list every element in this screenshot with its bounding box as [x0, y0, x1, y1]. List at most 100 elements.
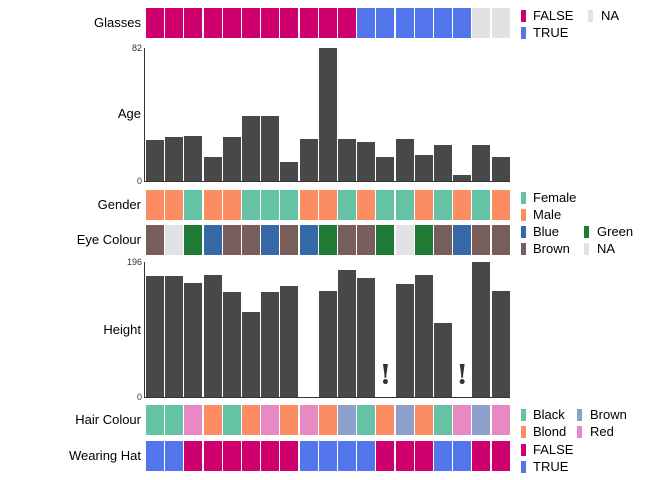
wearing-hat-tile [165, 441, 184, 471]
row-label-height: Height [103, 322, 141, 337]
gender-tile [165, 190, 184, 220]
eye-colour-tile [472, 225, 491, 255]
hair-colour-tile [453, 405, 472, 435]
eye-colour-tile [453, 225, 472, 255]
wearing-hat-tile [261, 441, 280, 471]
eye-colour-legend-swatch [521, 243, 526, 255]
height-bar [242, 312, 260, 397]
hair-colour-legend-swatch [521, 409, 526, 421]
wearing-hat-tile [472, 441, 491, 471]
glasses-tile [376, 8, 395, 38]
eye-colour-legend-label: NA [597, 241, 616, 256]
hair-colour-tile [146, 405, 164, 435]
eye-colour-tile [318, 225, 337, 255]
row-label-age: Age [117, 106, 141, 121]
age-bar [318, 48, 337, 181]
eye-colour-legend-label: Green [597, 224, 634, 239]
glasses-tile [184, 8, 203, 38]
age-bar [414, 155, 433, 181]
hair-colour-tile [261, 405, 280, 435]
wearing-hat-legend-label: TRUE [533, 459, 569, 474]
wearing-hat-tile [414, 441, 433, 471]
age-bar [146, 140, 164, 181]
gender-tile [222, 190, 241, 220]
gender-tile [280, 190, 299, 220]
hair-colour-tile [318, 405, 337, 435]
hair-colour-legend-swatch [577, 409, 582, 421]
gender-legend-label: Male [533, 207, 562, 222]
age-y-axis [144, 48, 145, 182]
height-bar [146, 275, 164, 397]
glasses-tile [261, 8, 280, 38]
gender-tile [242, 190, 260, 220]
row-label-eye-colour: Eye Colour [76, 232, 141, 247]
height-bar [280, 286, 299, 397]
hair-colour-tile [395, 405, 414, 435]
hair-colour-tile [184, 405, 203, 435]
hair-colour-legend-swatch [521, 426, 526, 438]
eye-colour-tile [280, 225, 299, 255]
height-y-axis [144, 262, 145, 398]
wearing-hat-legend-swatch [521, 461, 526, 473]
wearing-hat-tile [222, 441, 241, 471]
age-bar [338, 138, 356, 181]
glasses-tile [222, 8, 241, 38]
wearing-hat-tile [357, 441, 376, 471]
hair-colour-tile [280, 405, 299, 435]
height-bar [184, 283, 203, 397]
height-bar [395, 284, 414, 397]
wearing-hat-legend-label: FALSE [533, 442, 574, 457]
hair-colour-tile [165, 405, 184, 435]
hair-colour-tile [376, 405, 395, 435]
age-bar [203, 156, 222, 181]
eye-colour-tile [376, 225, 395, 255]
row-label-glasses: Glasses [94, 15, 141, 30]
wearing-hat-tile [203, 441, 222, 471]
row-label-gender: Gender [97, 197, 141, 212]
hair-colour-legend-label: Blond [533, 424, 567, 439]
height-x-axis [144, 397, 510, 398]
glasses-tile [338, 8, 356, 38]
age-x-axis [144, 181, 510, 182]
wearing-hat-tile [318, 441, 337, 471]
age-ytick-min: 0 [136, 176, 142, 186]
gender-legend-label: Female [533, 190, 577, 205]
wearing-hat-tile [453, 441, 472, 471]
wearing-hat-tile [376, 441, 395, 471]
glasses-legend-swatch [521, 27, 526, 39]
gender-tile [376, 190, 395, 220]
hair-colour-tile [357, 405, 376, 435]
gender-tile [453, 190, 472, 220]
eye-colour-tile [299, 225, 318, 255]
gender-tile [318, 190, 337, 220]
eye-colour-tile [395, 225, 414, 255]
hair-colour-legend-label: Black [533, 407, 565, 422]
glasses-tile [357, 8, 376, 38]
age-bar [184, 135, 203, 181]
hair-colour-legend-label: Brown [590, 407, 627, 422]
height-bar [357, 277, 376, 397]
glasses-tile [395, 8, 414, 38]
glasses-legend-swatch [588, 10, 593, 22]
age-bar [299, 138, 318, 181]
eye-colour-tile [434, 225, 452, 255]
gender-tile [434, 190, 452, 220]
eye-colour-tile [184, 225, 203, 255]
hair-colour-tile [491, 405, 510, 435]
height-bar [203, 275, 222, 397]
glasses-tile [434, 8, 452, 38]
wearing-hat-tile [280, 441, 299, 471]
eye-colour-legend-label: Brown [533, 241, 570, 256]
glasses-tile [280, 8, 299, 38]
eye-colour-tile [338, 225, 356, 255]
wearing-hat-tile [299, 441, 318, 471]
eye-colour-tile [222, 225, 241, 255]
hair-colour-tile [414, 405, 433, 435]
age-ytick-max: 82 [131, 43, 142, 53]
hair-colour-legend-label: Red [590, 424, 614, 439]
glasses-legend-label: FALSE [533, 8, 574, 23]
gender-tile [414, 190, 433, 220]
age-bar [222, 137, 241, 181]
hair-colour-tile [242, 405, 260, 435]
